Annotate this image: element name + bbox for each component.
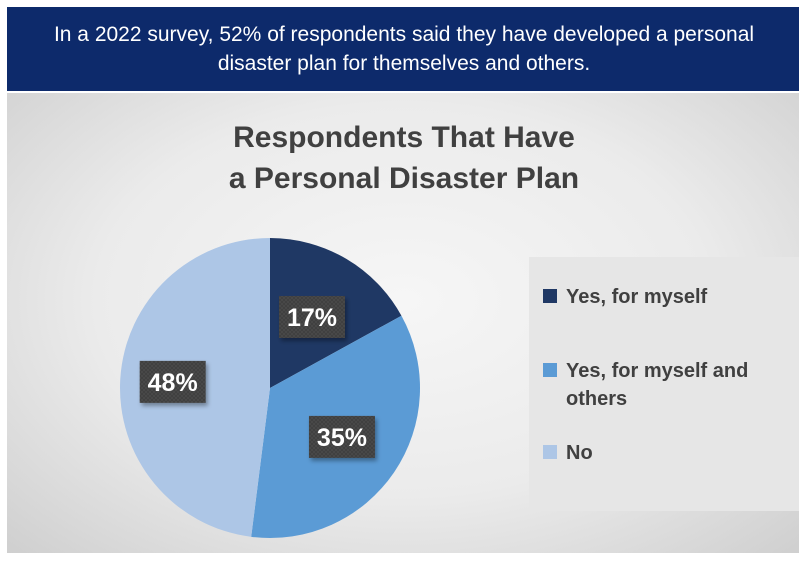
legend-label: Yes, for myself xyxy=(566,286,708,308)
chart-panel: Respondents That Have a Personal Disaste… xyxy=(7,93,799,553)
legend-label: Yes, for myself and others xyxy=(566,360,749,410)
data-label: 17% xyxy=(278,295,345,338)
header-text: In a 2022 survey, 52% of respondents sai… xyxy=(53,23,755,75)
data-label-text: 35% xyxy=(317,424,367,452)
legend-item-yes-myself-others: Yes, for myself and others xyxy=(543,357,786,413)
data-label-text: 48% xyxy=(148,369,198,397)
legend-swatch xyxy=(543,363,557,377)
data-label: 48% xyxy=(139,360,206,403)
data-label-box xyxy=(139,360,206,403)
legend-item-yes-myself: Yes, for myself xyxy=(543,283,786,311)
data-label-text: 17% xyxy=(287,304,337,332)
pie-chart: 17% 35% 48% xyxy=(119,238,421,538)
legend-label: No xyxy=(566,442,593,464)
legend-swatch xyxy=(543,289,557,303)
data-label-box xyxy=(308,415,375,458)
data-label-box xyxy=(278,295,345,338)
legend: Yes, for myself Yes, for myself and othe… xyxy=(529,257,799,511)
chart-title: Respondents That Have a Personal Disaste… xyxy=(228,121,580,195)
legend-swatch xyxy=(543,445,557,459)
legend-item-no: No xyxy=(543,439,786,467)
header-banner: In a 2022 survey, 52% of respondents sai… xyxy=(7,7,799,91)
data-label: 35% xyxy=(308,415,375,458)
